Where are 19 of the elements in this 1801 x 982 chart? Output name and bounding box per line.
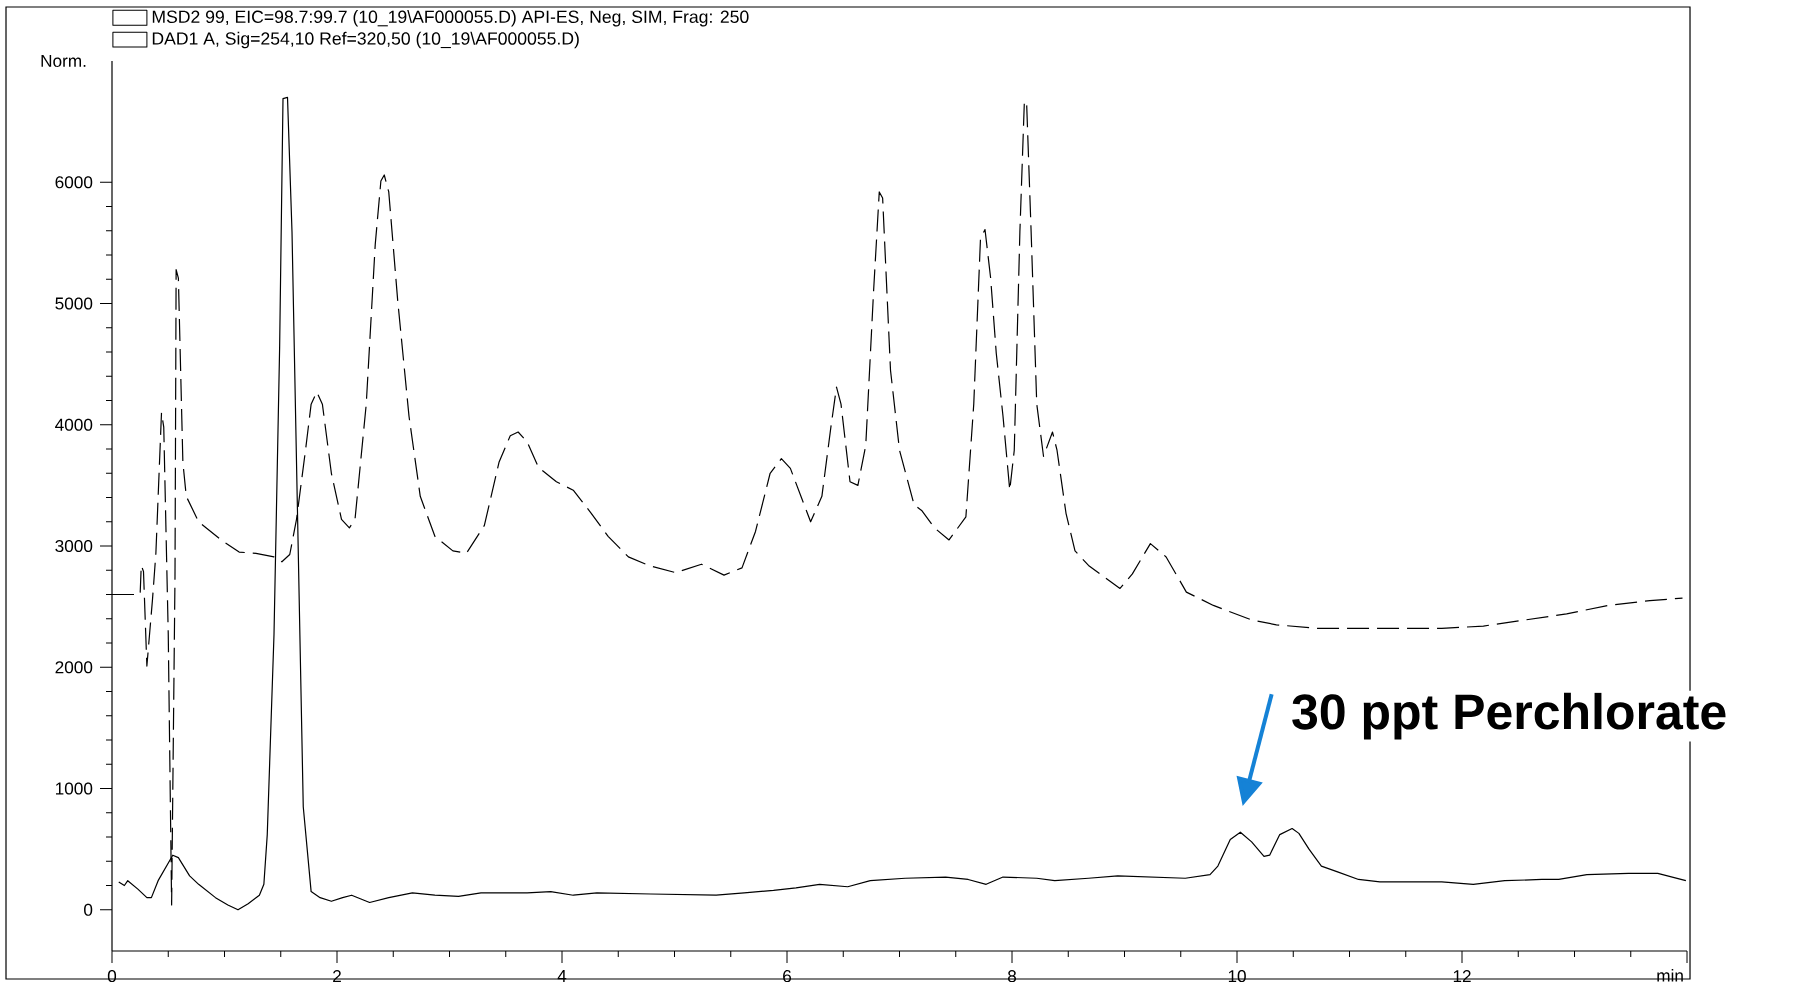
y-tick-label: 5000	[55, 297, 93, 310]
x-tick-label: 12	[1453, 970, 1471, 982]
legend-label: MSD2 99, EIC=98.7:99.7 (10_19\AF000055.D) API-ES, Neg, SIM, Frag: 250	[152, 10, 749, 27]
annotation: 30 ppt Perchlorate	[1292, 692, 1726, 740]
legend-label: DAD1 A, Sig=254,10 Ref=320,50 (10_19\AF000055.D)	[152, 31, 579, 49]
y-tick-label: 6000	[55, 176, 93, 189]
y-tick-label: 1000	[55, 782, 93, 795]
x-tick-label: 8	[1007, 970, 1017, 982]
x-tick-label: 6	[783, 970, 792, 982]
x-axis-title: min	[1657, 969, 1683, 982]
x-tick-label: 4	[557, 970, 567, 982]
x-tick-label: 0	[107, 970, 117, 982]
y-tick-label: 3000	[55, 539, 93, 553]
y-axis-title: Norm.	[41, 55, 86, 67]
y-tick-label: 0	[84, 903, 93, 916]
x-tick-label: 2	[333, 970, 341, 982]
y-tick-label: 4000	[55, 418, 93, 431]
y-tick-label: 2000	[55, 661, 93, 674]
x-tick-label: 10	[1228, 970, 1246, 982]
